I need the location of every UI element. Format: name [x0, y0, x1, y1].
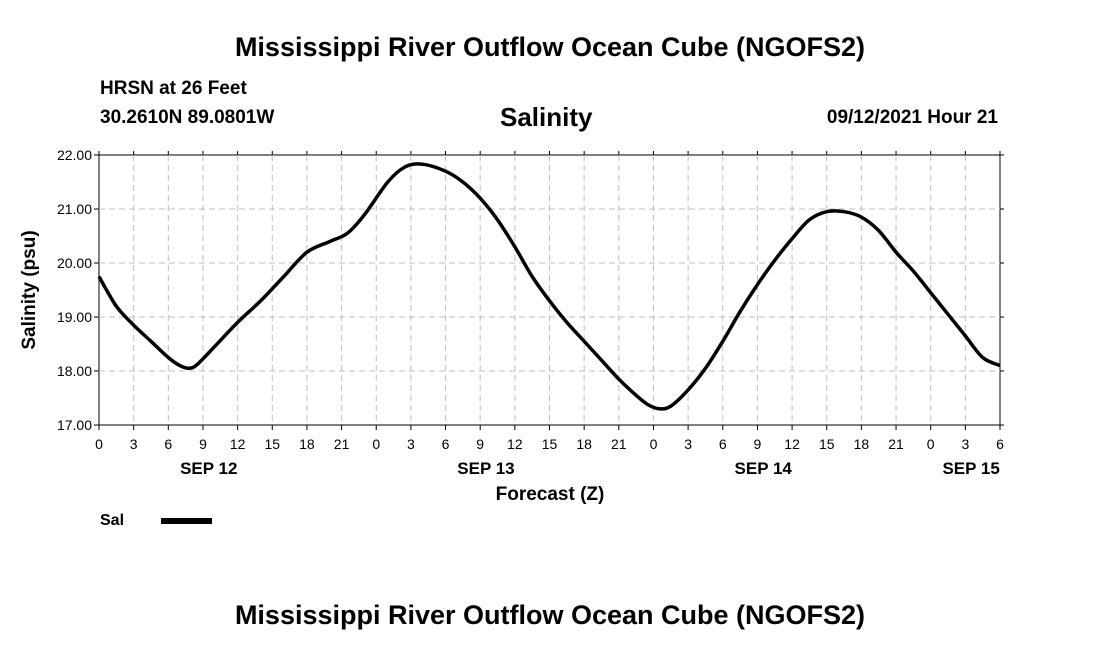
x-tick-label: 15 — [819, 436, 835, 452]
x-tick-label: 15 — [542, 436, 558, 452]
legend-label: Sal — [100, 512, 124, 529]
y-tick-label: 17.00 — [57, 417, 92, 433]
x-tick-label: 0 — [372, 436, 380, 452]
variable-title: Salinity — [500, 102, 593, 132]
y-tick-label: 21.00 — [57, 201, 92, 217]
x-tick-label: 9 — [754, 436, 762, 452]
x-tick-label: 0 — [927, 436, 935, 452]
x-tick-label: 18 — [299, 436, 315, 452]
x-axis-label: Forecast (Z) — [496, 484, 605, 505]
x-tick-label: 6 — [719, 436, 727, 452]
y-axis-label: Salinity (psu) — [19, 230, 40, 349]
x-tick-label: 12 — [507, 436, 523, 452]
x-tick-label: 3 — [407, 436, 415, 452]
station-coordinates: 30.2610N 89.0801W — [100, 107, 275, 128]
x-tick-label: 3 — [684, 436, 692, 452]
x-tick-label: 18 — [576, 436, 592, 452]
station-label: HRSN at 26 Feet — [100, 78, 247, 99]
x-tick-label: 3 — [130, 436, 138, 452]
y-tick-label: 20.00 — [57, 255, 92, 271]
x-tick-label: 0 — [650, 436, 658, 452]
salinity-chart: 17.00 18.00 19.00 20.00 21.00 22.00 0 3 6 9 12 15 18… — [19, 147, 1004, 529]
x-tick-label: 12 — [784, 436, 800, 452]
x-tick-label: 21 — [334, 436, 350, 452]
x-tick-label: 15 — [264, 436, 280, 452]
x-tick-label: 9 — [199, 436, 207, 452]
series-line-sal — [97, 162, 1001, 411]
x-tick-label: 9 — [476, 436, 484, 452]
x-tick-label: 12 — [230, 436, 246, 452]
x-tick-label: 3 — [961, 436, 969, 452]
x-tick-label: 18 — [854, 436, 870, 452]
day-label: SEP 14 — [735, 459, 793, 478]
x-tick-label: 6 — [996, 436, 1004, 452]
x-tick-label: 21 — [611, 436, 627, 452]
y-tick-label: 19.00 — [57, 309, 92, 325]
x-tick-label: 6 — [164, 436, 172, 452]
day-label: SEP 12 — [180, 459, 237, 478]
x-tick-label: 21 — [888, 436, 904, 452]
footer-title: Mississippi River Outflow Ocean Cube (NG… — [234, 600, 866, 630]
day-label: SEP 15 — [942, 459, 999, 478]
x-tick-label: 6 — [442, 436, 450, 452]
y-tick-label: 22.00 — [57, 147, 92, 163]
forecast-datetime: 09/12/2021 Hour 21 — [826, 107, 998, 128]
day-label: SEP 13 — [457, 459, 514, 478]
chart-title: Mississippi River Outflow Ocean Cube (NG… — [234, 32, 866, 62]
y-tick-label: 18.00 — [57, 363, 92, 379]
x-tick-label: 0 — [95, 436, 103, 452]
